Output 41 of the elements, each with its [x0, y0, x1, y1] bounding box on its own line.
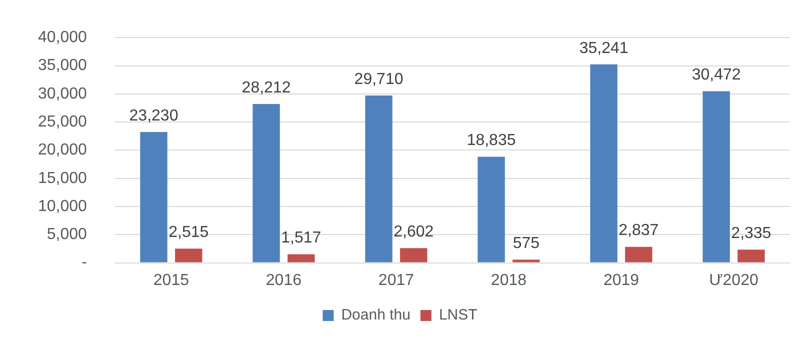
data-label: 575	[512, 234, 540, 252]
y-tick-label: 15,000	[38, 170, 88, 187]
bar	[140, 132, 168, 262]
x-tick-label: Ư2020	[709, 272, 758, 289]
x-tick-label: 2019	[603, 272, 640, 289]
y-tick-label: 20,000	[38, 142, 88, 159]
bar	[252, 104, 280, 262]
bar	[625, 246, 652, 262]
bar	[400, 248, 428, 262]
data-label: 35,241	[579, 40, 628, 57]
legend-label: LNST	[438, 306, 478, 324]
x-tick-label: 2018	[490, 272, 527, 289]
legend-label: Doanh thu	[341, 306, 410, 324]
y-tick-label: 10,000	[38, 198, 88, 215]
data-label: 18,835	[466, 132, 516, 150]
bar	[590, 64, 618, 262]
data-label: 30,472	[692, 66, 741, 84]
bar	[702, 91, 730, 262]
data-label: 28,212	[242, 79, 291, 96]
y-tick-label: 5,000	[46, 226, 88, 244]
data-label: 2,515	[168, 224, 209, 242]
bar	[512, 260, 540, 262]
data-label: 2,335	[731, 225, 772, 242]
data-label: 23,230	[129, 107, 178, 124]
x-tick-label: 2017	[378, 272, 414, 289]
x-tick-label: 2016	[266, 272, 302, 289]
data-label: 29,710	[354, 70, 404, 88]
bar	[738, 250, 765, 262]
bar	[288, 254, 315, 262]
y-tick-label: 35,000	[38, 57, 88, 74]
y-tick-label: 25,000	[38, 113, 88, 130]
y-tick-label: 30,000	[38, 85, 88, 102]
data-label: 2,602	[394, 224, 434, 241]
data-label: 2,837	[618, 222, 659, 240]
x-tick-label: 2015	[153, 272, 190, 289]
bar	[478, 156, 505, 262]
y-tick-label: 40,000	[38, 29, 88, 46]
data-label: 1,517	[281, 230, 322, 247]
y-tick-label: -	[82, 254, 87, 272]
bar	[365, 96, 392, 262]
bar	[175, 248, 202, 262]
